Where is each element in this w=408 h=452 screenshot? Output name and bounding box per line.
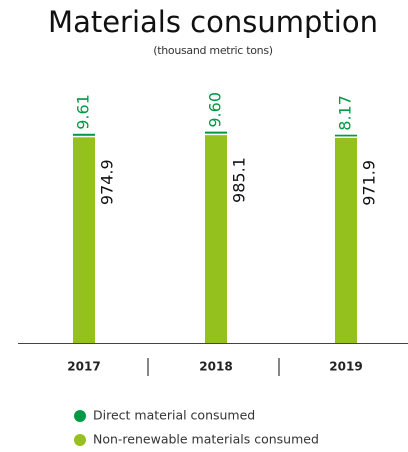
value-label: 974.9 <box>98 159 117 205</box>
x-tick-label: 2019 <box>329 360 362 374</box>
legend-marker <box>74 410 86 422</box>
bar-segment <box>335 137 357 343</box>
legend-label: Non-renewable materials consumed <box>93 432 319 447</box>
value-label: 9.61 <box>74 94 93 130</box>
bar-segment <box>73 137 95 343</box>
value-label: 8.17 <box>336 95 355 131</box>
value-label: 9.60 <box>206 92 225 128</box>
chart-subtitle: (thousand metric tons) <box>153 44 273 57</box>
x-tick-label: 2018 <box>199 360 232 374</box>
bar-segment <box>335 134 357 137</box>
chart-title: Materials consumption <box>48 5 378 39</box>
bar-segment <box>73 133 95 136</box>
bar-segment <box>205 131 227 134</box>
bar-segment <box>205 135 227 343</box>
x-tick-label: 2017 <box>67 360 100 374</box>
legend-label: Direct material consumed <box>93 408 255 423</box>
value-label: 971.9 <box>360 160 379 206</box>
value-label: 985.1 <box>230 157 249 203</box>
legend-marker <box>74 434 86 446</box>
